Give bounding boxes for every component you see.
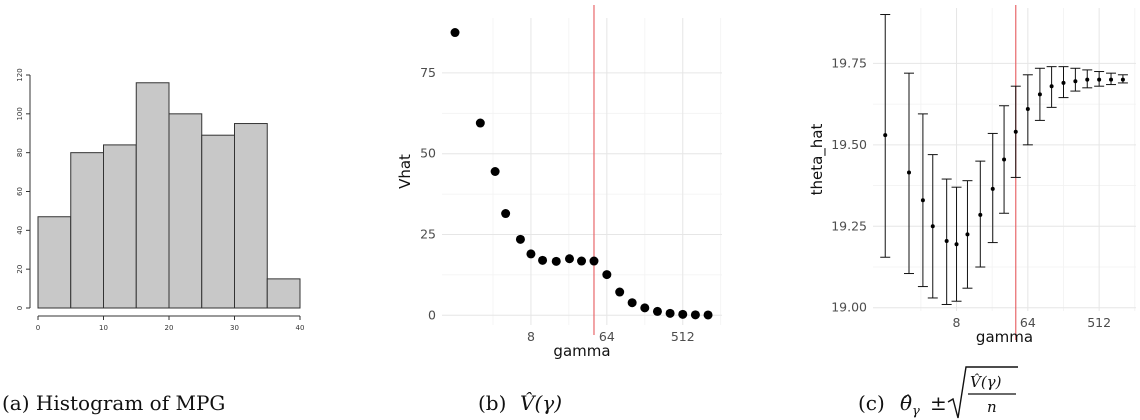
x-tick-label: 512 <box>1087 315 1111 330</box>
data-point <box>615 287 625 297</box>
histogram-panel: 0 10 20 30 40 0 20 40 60 80 100 120 <box>16 68 304 332</box>
y-axis-title: Vhat <box>396 154 414 189</box>
x-axis-title: gamma <box>553 342 610 360</box>
y-tick-label: 80 <box>16 148 24 157</box>
caption-c-numerator: V̂(γ) <box>970 373 1002 391</box>
data-point <box>944 238 949 243</box>
histogram-bar <box>70 152 104 309</box>
data-point <box>1120 77 1125 82</box>
data-point <box>920 198 925 203</box>
histogram-bar <box>37 216 72 309</box>
y-tick-label: 19.00 <box>831 300 867 315</box>
caption-b-math: V̂(γ) <box>520 391 562 415</box>
x-tick-label: 64 <box>599 329 615 344</box>
data-point <box>1097 77 1102 82</box>
caption-b: (b) V̂(γ) <box>478 391 562 415</box>
x-tick-label: 8 <box>527 329 535 344</box>
x-tick-label: 30 <box>230 324 239 332</box>
x-tick-label: 64 <box>1020 315 1036 330</box>
data-point <box>906 170 911 175</box>
data-point <box>1037 92 1042 97</box>
x-axis-title: gamma <box>976 328 1033 346</box>
y-tick-label: 75 <box>420 65 436 80</box>
y-tick-label: 60 <box>16 187 24 196</box>
data-point <box>589 256 599 266</box>
y-tick-label: 120 <box>16 68 24 81</box>
y-tick-label: 50 <box>420 146 436 161</box>
y-tick-label: 19.50 <box>831 137 867 152</box>
y-tick-label: 19.75 <box>831 55 867 70</box>
caption-b-prefix: (b) <box>478 391 506 415</box>
data-point <box>627 298 637 308</box>
data-point <box>538 255 548 265</box>
data-point <box>602 270 612 280</box>
data-point <box>490 167 500 176</box>
y-tick-label: 25 <box>420 227 436 242</box>
caption-c: (c) θ̂ γ ± V̂(γ) n <box>858 366 1018 419</box>
x-tick-label: 8 <box>953 315 961 330</box>
caption-c-subscript: γ <box>912 404 920 419</box>
data-point <box>954 242 959 247</box>
data-point <box>515 234 525 244</box>
y-tick-label: 100 <box>16 107 24 120</box>
data-point <box>978 212 983 217</box>
data-point <box>990 186 995 191</box>
caption-c-sqrt-sign <box>947 366 1018 419</box>
y-tick-label: 40 <box>16 226 24 235</box>
histogram-bar <box>168 113 203 309</box>
caption-c-denominator: n <box>987 398 997 416</box>
data-point <box>665 308 675 318</box>
data-point <box>1002 157 1007 162</box>
data-point <box>1049 84 1054 89</box>
histogram-bar <box>234 123 268 309</box>
data-point <box>1025 107 1030 111</box>
data-point <box>1061 80 1066 85</box>
histogram-bar <box>103 144 137 309</box>
y-axis-title: theta_hat <box>808 124 827 196</box>
data-point <box>1073 79 1078 84</box>
data-point <box>551 256 561 266</box>
data-point <box>652 306 662 316</box>
vhat-panel: 8 64 512 0 25 50 75 gamma Vhat <box>396 5 722 360</box>
data-point <box>703 310 713 320</box>
data-point <box>475 118 485 128</box>
caption-c-prefix: (c) <box>858 391 885 415</box>
caption-c-plusminus: ± <box>930 391 947 415</box>
histogram-bar <box>135 82 170 309</box>
data-point <box>564 254 574 264</box>
data-point <box>690 310 700 320</box>
x-tick-label: 20 <box>165 324 174 332</box>
data-point <box>501 209 511 219</box>
data-point <box>1085 77 1090 82</box>
caption-a: (a) Histogram of MPG <box>2 391 225 415</box>
data-point <box>883 133 888 138</box>
data-point <box>678 309 688 319</box>
y-tick-label: 0 <box>16 306 24 310</box>
data-point <box>640 303 650 313</box>
data-point <box>526 249 536 259</box>
caption-c-theta: θ̂ <box>900 391 912 415</box>
y-tick-label: 19.25 <box>831 218 867 233</box>
x-tick-label: 10 <box>99 324 108 332</box>
x-tick-label: 0 <box>36 324 40 332</box>
data-point <box>1013 129 1018 134</box>
x-tick-label: 40 <box>296 324 305 332</box>
data-point <box>965 232 970 237</box>
data-point <box>450 28 460 38</box>
data-point <box>577 256 587 266</box>
x-tick-label: 512 <box>671 329 695 344</box>
y-tick-label: 20 <box>16 265 24 274</box>
histogram-bar <box>201 134 235 309</box>
data-point <box>930 224 935 229</box>
theta-hat-panel: 8 64 512 19.00 19.25 19.50 19.75 gamma theta_hat <box>808 5 1136 346</box>
histogram-bar <box>266 278 301 309</box>
data-point <box>1109 77 1114 82</box>
y-tick-label: 0 <box>428 307 436 322</box>
